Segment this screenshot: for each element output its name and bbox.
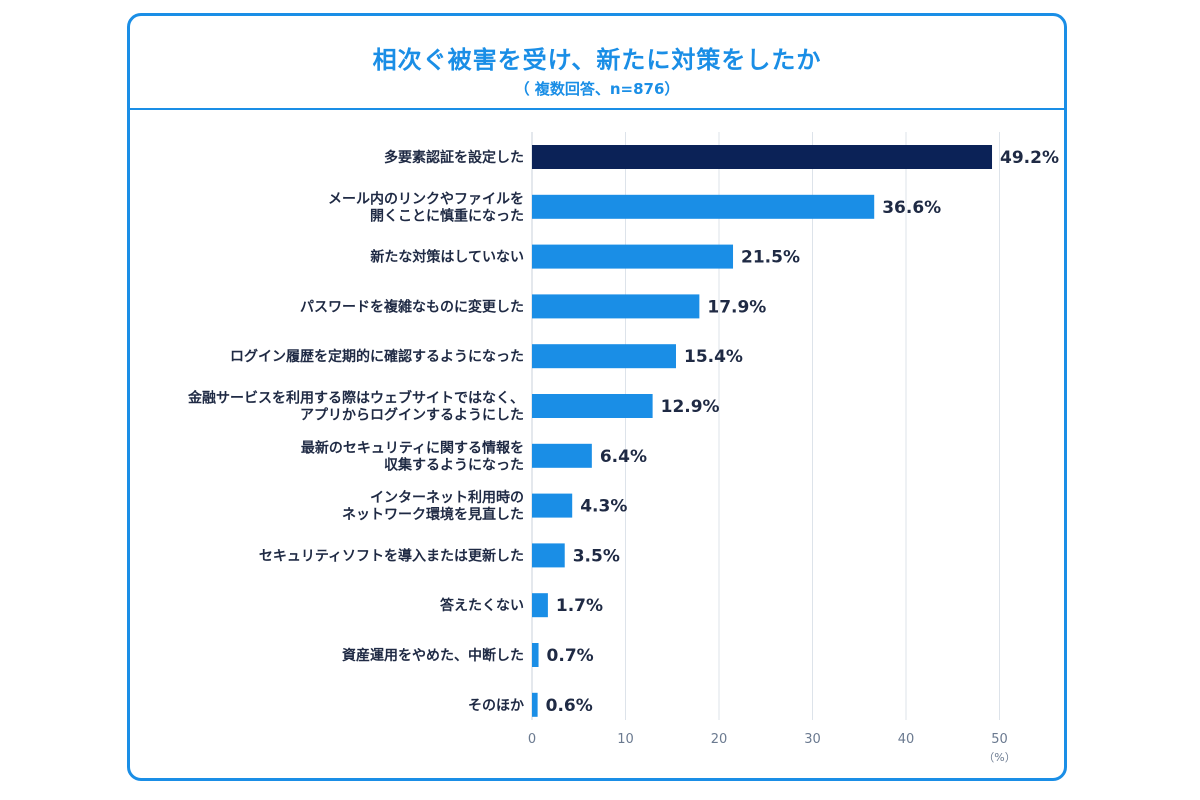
- x-tick-label: 40: [898, 732, 915, 747]
- bar: [532, 443, 592, 468]
- x-unit-label: （%）: [983, 751, 1015, 764]
- category-label: ログイン履歴を定期的に確認するようになった: [230, 348, 524, 365]
- bar: [532, 194, 875, 219]
- bar: [532, 593, 548, 618]
- bar: [532, 493, 573, 518]
- x-tick-label: 10: [617, 732, 634, 747]
- value-label: 21.5%: [741, 248, 800, 268]
- chart-title: 相次ぐ被害を受け、新たに対策をしたか: [372, 46, 822, 74]
- x-tick-label: 20: [711, 732, 728, 747]
- value-label: 12.9%: [661, 397, 720, 417]
- category-label: セキュリティソフトを導入または更新した: [259, 547, 524, 564]
- category-label: そのほか: [468, 698, 524, 714]
- value-label: 0.6%: [546, 696, 593, 716]
- value-label: 1.7%: [556, 596, 603, 616]
- bar: [532, 692, 538, 717]
- bar: [532, 543, 565, 568]
- category-label: 収集するようになった: [384, 456, 524, 473]
- value-label: 49.2%: [1000, 148, 1059, 168]
- x-tick-label: 30: [804, 732, 821, 747]
- category-label: アプリからログインするようにした: [300, 407, 524, 424]
- category-label: 金融サービスを利用する際はウェブサイトではなく、: [187, 390, 524, 407]
- bar: [532, 394, 653, 418]
- value-label: 17.9%: [707, 297, 766, 317]
- value-label: 36.6%: [882, 198, 941, 218]
- category-label: インターネット利用時の: [370, 489, 524, 506]
- bar: [532, 294, 700, 319]
- bar: [532, 344, 676, 369]
- category-label: 最新のセキュリティに関する情報を: [301, 439, 524, 456]
- x-tick-label: 0: [528, 732, 536, 747]
- category-label: 開くことに慎重になった: [370, 207, 524, 224]
- value-label: 0.7%: [547, 646, 594, 666]
- category-label: ネットワーク環境を見直した: [342, 506, 524, 523]
- category-label: 資産運用をやめた、中断した: [342, 647, 524, 664]
- chart-subtitle: （ 複数回答、n=876）: [514, 80, 680, 98]
- category-label: メール内のリンクやファイルを: [328, 190, 524, 207]
- bar: [532, 145, 993, 169]
- x-tick-label: 50: [991, 732, 1008, 747]
- category-label: 新たな対策はしていない: [370, 249, 524, 266]
- bar: [532, 244, 734, 269]
- value-label: 4.3%: [580, 497, 627, 517]
- bar: [532, 643, 539, 667]
- chart-header: 相次ぐ被害を受け、新たに対策をしたか （ 複数回答、n=876）: [130, 16, 1064, 110]
- value-label: 6.4%: [600, 447, 647, 467]
- category-label: 多要素認証を設定した: [384, 149, 524, 166]
- value-label: 3.5%: [573, 546, 620, 566]
- category-label: パスワードを複雑なものに変更した: [300, 298, 524, 315]
- category-label: 答えたくない: [440, 597, 524, 614]
- value-label: 15.4%: [684, 347, 743, 367]
